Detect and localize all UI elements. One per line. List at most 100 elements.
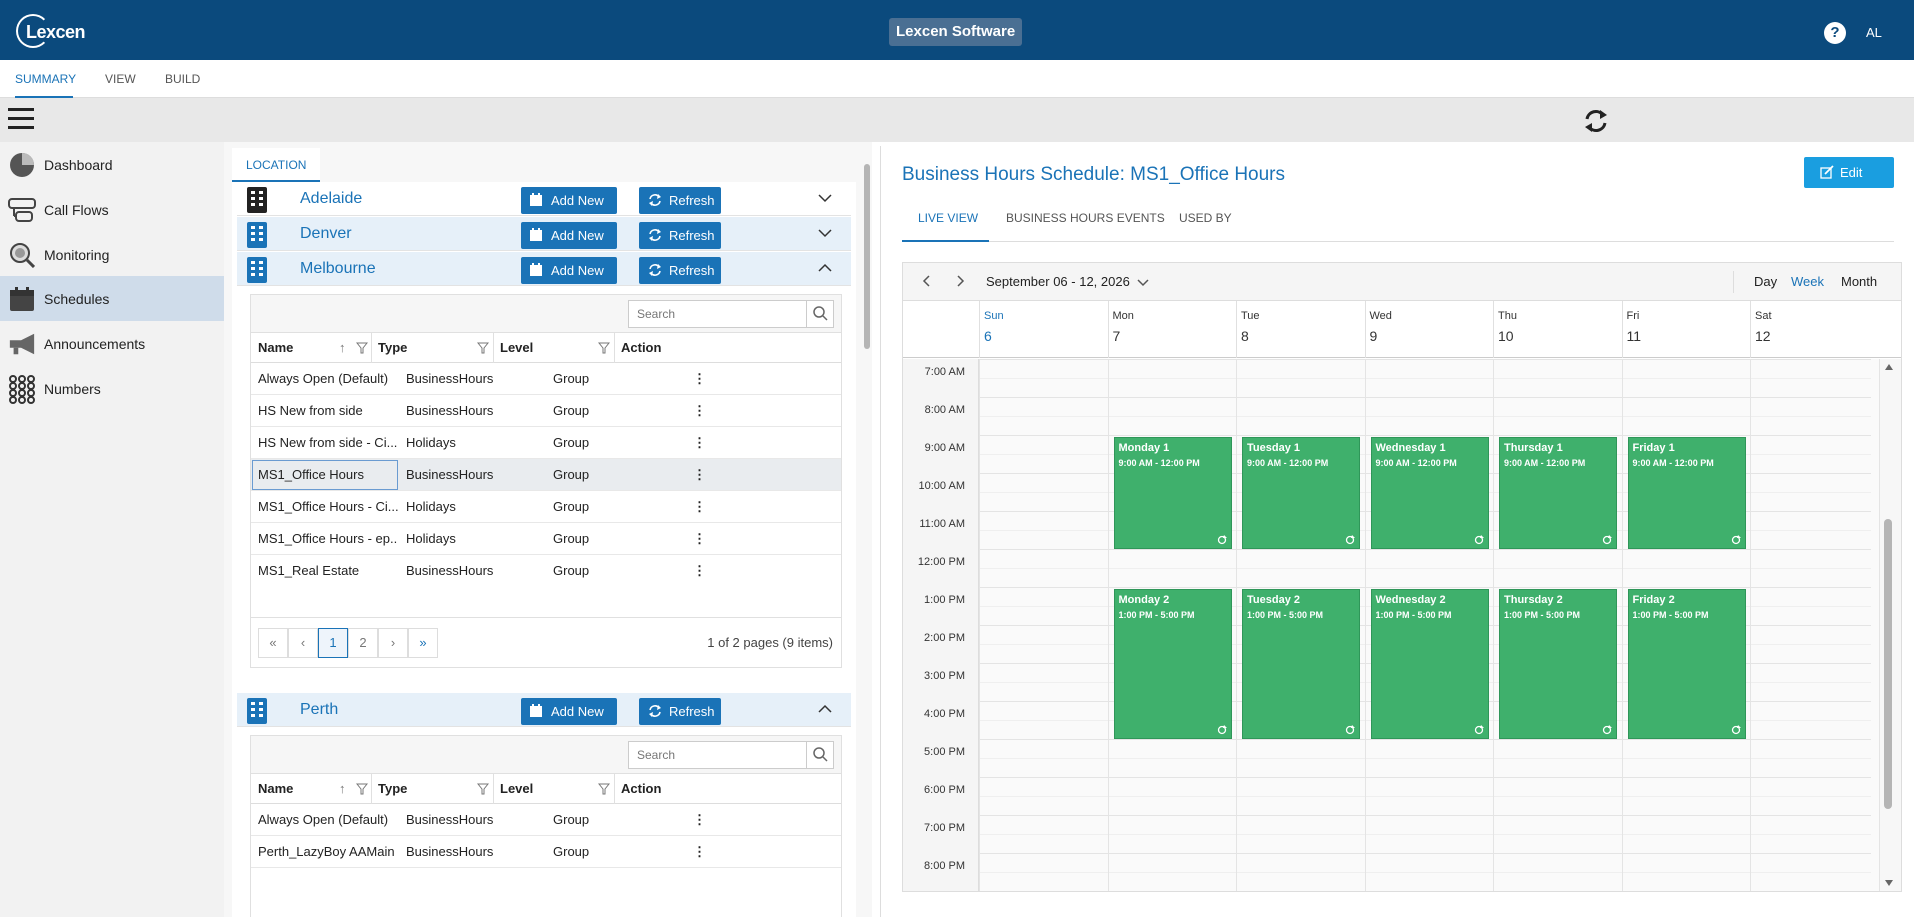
refresh-button[interactable]: Refresh: [639, 222, 721, 249]
search-input[interactable]: Search: [628, 300, 808, 328]
calendar-event[interactable]: Tuesday 1 9:00 AM - 12:00 PM: [1242, 437, 1360, 549]
filter-icon[interactable]: [356, 783, 368, 795]
pager-first-button[interactable]: «: [258, 628, 288, 658]
calendar-event[interactable]: Tuesday 2 1:00 PM - 5:00 PM: [1242, 589, 1360, 739]
table-row[interactable]: MS1_Office Hours - Ci... Holidays Group ⋮: [251, 491, 841, 523]
table-row[interactable]: HS New from side - Ci... Holidays Group ⋮: [251, 427, 841, 459]
column-type-header[interactable]: Type: [378, 340, 408, 355]
search-button[interactable]: [806, 741, 834, 769]
row-actions-menu[interactable]: ⋮: [693, 435, 706, 450]
location-row-perth[interactable]: Perth Add New Refresh: [237, 693, 851, 727]
refresh-button[interactable]: Refresh: [639, 257, 721, 284]
add-new-button[interactable]: Add New: [521, 257, 617, 284]
date-range-picker[interactable]: September 06 - 12, 2026: [986, 274, 1130, 289]
pager-page-1[interactable]: 1: [318, 628, 348, 658]
filter-icon[interactable]: [477, 783, 489, 795]
pager-next-button[interactable]: ›: [378, 628, 408, 658]
row-actions-menu[interactable]: ⋮: [693, 371, 706, 386]
column-name-header[interactable]: Name: [258, 340, 294, 355]
column-type-header[interactable]: Type: [378, 781, 408, 796]
day-header-fri[interactable]: Fri 11: [1621, 301, 1750, 358]
day-header-thu[interactable]: Thu 10: [1493, 301, 1621, 358]
view-day-button[interactable]: Day: [1754, 274, 1778, 289]
chevron-down-icon[interactable]: [817, 225, 833, 241]
row-actions-menu[interactable]: ⋮: [693, 499, 706, 514]
table-row[interactable]: HS New from side BusinessHours Group ⋮: [251, 395, 841, 427]
tab-build[interactable]: BUILD: [165, 72, 201, 86]
calendar-event[interactable]: Monday 2 1:00 PM - 5:00 PM: [1113, 589, 1232, 739]
calendar-event[interactable]: Thursday 2 1:00 PM - 5:00 PM: [1499, 589, 1617, 739]
tab-used-by[interactable]: USED BY: [1179, 211, 1232, 225]
row-actions-menu[interactable]: ⋮: [693, 467, 706, 482]
sidebar-item-call-flows[interactable]: Call Flows: [0, 187, 224, 232]
table-row[interactable]: Perth_LazyBoy AAMain BusinessHours Group ⋮: [251, 836, 841, 868]
user-initials[interactable]: AL: [1866, 25, 1882, 40]
add-new-button[interactable]: Add New: [521, 222, 617, 249]
row-actions-menu[interactable]: ⋮: [693, 403, 706, 418]
filter-icon[interactable]: [477, 342, 489, 354]
edit-button[interactable]: Edit: [1804, 157, 1894, 188]
view-month-button[interactable]: Month: [1841, 274, 1878, 289]
sidebar-item-monitoring[interactable]: Monitoring: [0, 232, 224, 277]
refresh-button[interactable]: Refresh: [639, 698, 721, 725]
day-header-sun[interactable]: Sun 6: [979, 301, 1107, 358]
column-name-header[interactable]: Name: [258, 781, 294, 796]
sidebar-item-announcements[interactable]: Announcements: [0, 321, 224, 366]
calendar-event[interactable]: Monday 1 9:00 AM - 12:00 PM: [1113, 437, 1232, 549]
row-actions-menu[interactable]: ⋮: [693, 844, 706, 859]
row-actions-menu[interactable]: ⋮: [693, 563, 706, 578]
calendar-event[interactable]: Friday 2 1:00 PM - 5:00 PM: [1627, 589, 1746, 739]
day-header-wed[interactable]: Wed 9: [1364, 301, 1493, 358]
day-header-tue[interactable]: Tue 8: [1236, 301, 1364, 358]
tab-live-view[interactable]: LIVE VIEW: [902, 196, 989, 242]
view-week-button[interactable]: Week: [1791, 274, 1824, 289]
pager-last-button[interactable]: »: [408, 628, 438, 658]
tab-business-hours-events[interactable]: BUSINESS HOURS EVENTS: [1006, 211, 1165, 225]
scroll-up-arrow-icon[interactable]: [1884, 363, 1894, 371]
sort-ascending-icon[interactable]: ↑: [339, 781, 346, 796]
search-input[interactable]: Search: [628, 741, 808, 769]
calendar-event[interactable]: Wednesday 1 9:00 AM - 12:00 PM: [1370, 437, 1489, 549]
location-row-denver[interactable]: Denver Add New Refresh: [237, 217, 851, 251]
row-actions-menu[interactable]: ⋮: [693, 531, 706, 546]
pager-page-2[interactable]: 2: [348, 628, 378, 658]
filter-icon[interactable]: [598, 783, 610, 795]
location-panel-scrollbar[interactable]: [862, 150, 872, 917]
add-new-button[interactable]: Add New: [521, 187, 617, 214]
column-level-header[interactable]: Level: [500, 340, 534, 355]
sort-ascending-icon[interactable]: ↑: [339, 340, 346, 355]
filter-icon[interactable]: [598, 342, 610, 354]
chevron-right-icon[interactable]: [953, 274, 967, 288]
filter-icon[interactable]: [356, 342, 368, 354]
table-row[interactable]: Always Open (Default) BusinessHours Group ⋮: [251, 363, 841, 395]
help-icon[interactable]: ?: [1824, 22, 1846, 44]
lexcen-logo[interactable]: Lexcen: [16, 12, 86, 50]
column-level-header[interactable]: Level: [500, 781, 534, 796]
location-row-melbourne[interactable]: Melbourne Add New Refresh: [237, 252, 851, 286]
day-header-sat[interactable]: Sat 12: [1750, 301, 1878, 358]
calendar-scrollbar[interactable]: [1880, 359, 1901, 891]
chevron-down-icon[interactable]: [1136, 276, 1150, 290]
table-row[interactable]: Always Open (Default) BusinessHours Group ⋮: [251, 804, 841, 836]
sidebar-item-dashboard[interactable]: Dashboard: [0, 142, 224, 187]
sync-icon[interactable]: [1581, 106, 1611, 136]
scroll-down-arrow-icon[interactable]: [1884, 879, 1894, 887]
day-header-mon[interactable]: Mon 7: [1107, 301, 1236, 358]
tab-location[interactable]: LOCATION: [232, 148, 321, 182]
sidebar-item-schedules[interactable]: Schedules: [0, 276, 224, 321]
calendar-event[interactable]: Wednesday 2 1:00 PM - 5:00 PM: [1370, 589, 1489, 739]
pager-prev-button[interactable]: ‹: [288, 628, 318, 658]
hamburger-menu-icon[interactable]: [8, 108, 34, 130]
table-row[interactable]: MS1_Office Hours - ep... Holidays Group ⋮: [251, 523, 841, 555]
refresh-button[interactable]: Refresh: [639, 187, 721, 214]
calendar-event[interactable]: Friday 1 9:00 AM - 12:00 PM: [1627, 437, 1746, 549]
chevron-up-icon[interactable]: [817, 701, 833, 717]
location-row-adelaide[interactable]: Adelaide Add New Refresh: [237, 182, 851, 216]
table-row[interactable]: MS1_Real Estate BusinessHours Group ⋮: [251, 555, 841, 587]
tab-summary[interactable]: SUMMARY: [15, 60, 76, 98]
chevron-up-icon[interactable]: [817, 260, 833, 276]
table-row-selected[interactable]: MS1_Office Hours BusinessHours Group ⋮: [251, 459, 841, 491]
calendar-event[interactable]: Thursday 1 9:00 AM - 12:00 PM: [1499, 437, 1617, 549]
tab-view[interactable]: VIEW: [105, 72, 136, 86]
search-button[interactable]: [806, 300, 834, 328]
